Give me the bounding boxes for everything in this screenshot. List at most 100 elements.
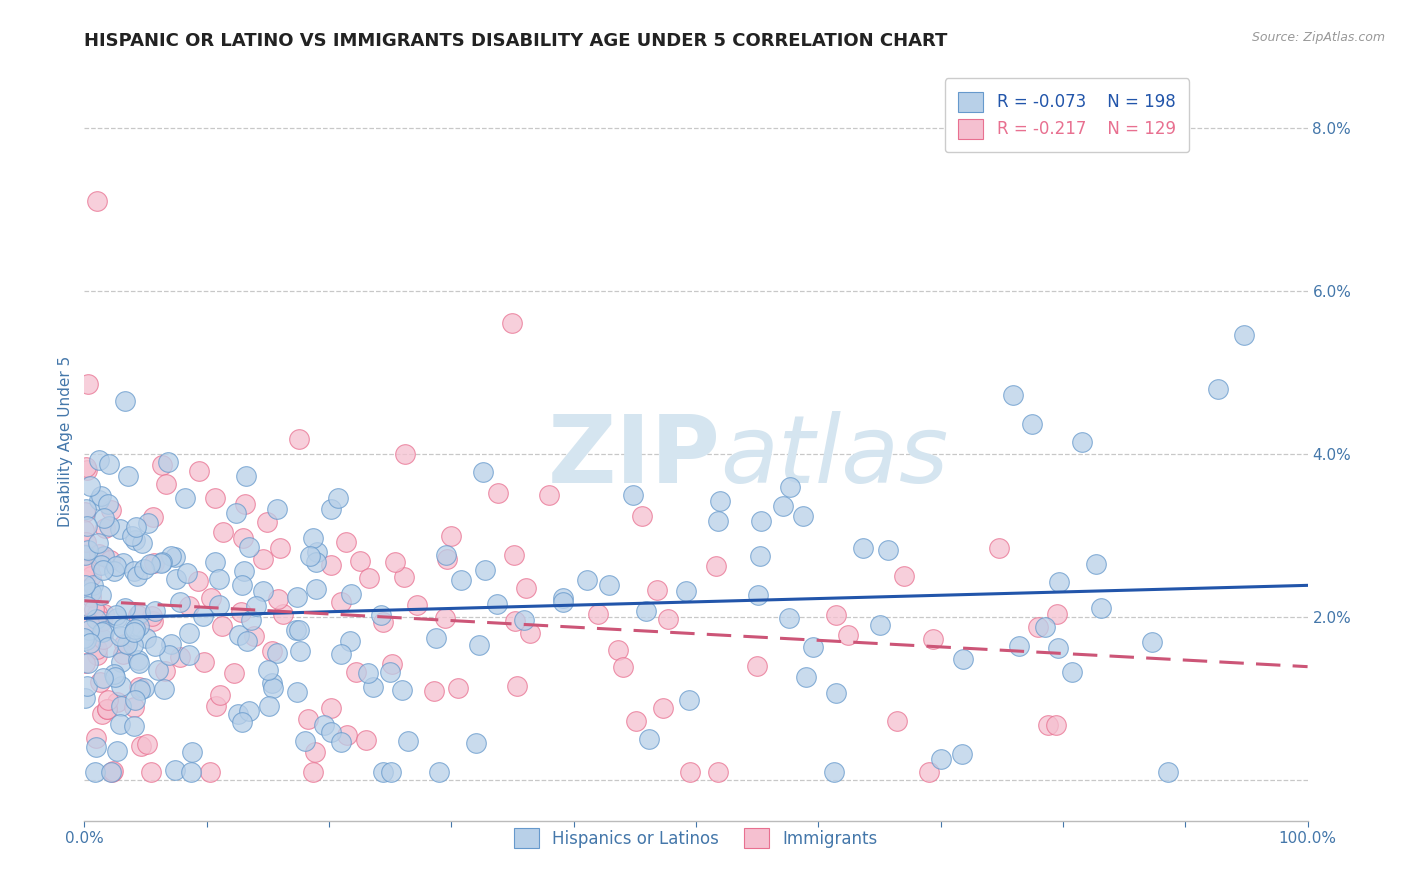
Point bbox=[75, 460, 97, 475]
Point bbox=[177, 648, 200, 662]
Point bbox=[124, 622, 146, 636]
Point bbox=[1008, 640, 1031, 654]
Point bbox=[180, 764, 202, 779]
Point bbox=[271, 607, 294, 621]
Point bbox=[212, 524, 235, 539]
Point bbox=[73, 523, 96, 537]
Point bbox=[257, 663, 280, 677]
Point bbox=[208, 572, 231, 586]
Point bbox=[434, 548, 457, 562]
Point bbox=[513, 614, 536, 628]
Point bbox=[260, 644, 283, 658]
Point bbox=[131, 536, 153, 550]
Point bbox=[96, 701, 118, 715]
Point bbox=[302, 532, 325, 546]
Point bbox=[100, 764, 122, 779]
Point bbox=[111, 648, 134, 662]
Point bbox=[160, 549, 183, 563]
Point bbox=[146, 663, 169, 677]
Point bbox=[803, 640, 825, 654]
Point bbox=[90, 490, 112, 504]
Point bbox=[129, 683, 152, 698]
Point bbox=[193, 655, 215, 669]
Point bbox=[319, 502, 342, 516]
Point bbox=[105, 559, 128, 574]
Point bbox=[1002, 387, 1025, 401]
Point bbox=[852, 541, 875, 555]
Point bbox=[257, 699, 280, 714]
Point bbox=[132, 562, 155, 576]
Point bbox=[425, 631, 447, 645]
Point bbox=[1046, 640, 1069, 655]
Point bbox=[114, 393, 136, 408]
Point bbox=[93, 563, 115, 577]
Point bbox=[678, 693, 700, 707]
Point bbox=[73, 547, 96, 561]
Point bbox=[825, 686, 848, 700]
Point bbox=[266, 502, 288, 516]
Point bbox=[778, 611, 800, 625]
Point bbox=[110, 655, 132, 669]
Point bbox=[440, 529, 463, 543]
Point bbox=[238, 540, 260, 554]
Point bbox=[373, 764, 395, 779]
Point bbox=[75, 656, 97, 670]
Point bbox=[103, 564, 125, 578]
Point bbox=[304, 745, 326, 759]
Point bbox=[359, 571, 381, 585]
Legend: Hispanics or Latinos, Immigrants: Hispanics or Latinos, Immigrants bbox=[501, 814, 891, 862]
Point bbox=[73, 573, 96, 587]
Point bbox=[143, 604, 166, 618]
Point bbox=[204, 491, 226, 505]
Point bbox=[129, 739, 152, 753]
Point bbox=[177, 599, 200, 613]
Point bbox=[156, 455, 179, 469]
Point bbox=[138, 557, 160, 571]
Point bbox=[319, 558, 342, 572]
Point bbox=[75, 534, 97, 549]
Point bbox=[122, 719, 145, 733]
Point bbox=[101, 764, 124, 779]
Point bbox=[370, 607, 392, 622]
Point bbox=[307, 545, 329, 559]
Point bbox=[1026, 620, 1049, 634]
Point bbox=[122, 564, 145, 578]
Point bbox=[91, 672, 114, 686]
Point bbox=[747, 588, 769, 602]
Point bbox=[233, 497, 256, 511]
Point bbox=[243, 629, 266, 643]
Point bbox=[645, 582, 668, 597]
Point bbox=[502, 316, 524, 330]
Point bbox=[100, 502, 122, 516]
Point bbox=[110, 698, 132, 713]
Point bbox=[294, 734, 316, 748]
Point bbox=[77, 376, 100, 391]
Point bbox=[150, 458, 173, 473]
Point bbox=[87, 547, 110, 561]
Point bbox=[222, 665, 245, 680]
Point bbox=[1157, 764, 1180, 779]
Point bbox=[837, 628, 859, 642]
Point bbox=[675, 584, 697, 599]
Point bbox=[104, 670, 127, 684]
Point bbox=[792, 509, 814, 524]
Point bbox=[450, 574, 472, 588]
Point bbox=[326, 491, 349, 505]
Point bbox=[122, 625, 145, 640]
Point bbox=[380, 764, 402, 779]
Point bbox=[136, 516, 159, 531]
Point bbox=[124, 533, 146, 547]
Point bbox=[235, 469, 257, 483]
Point bbox=[422, 683, 444, 698]
Point bbox=[634, 604, 657, 618]
Point bbox=[269, 541, 291, 555]
Point bbox=[245, 599, 267, 613]
Point bbox=[823, 764, 845, 779]
Point bbox=[181, 745, 204, 759]
Point bbox=[231, 578, 253, 592]
Point bbox=[122, 700, 145, 714]
Point bbox=[252, 583, 274, 598]
Point bbox=[90, 625, 112, 640]
Point bbox=[396, 734, 419, 748]
Point bbox=[211, 619, 233, 633]
